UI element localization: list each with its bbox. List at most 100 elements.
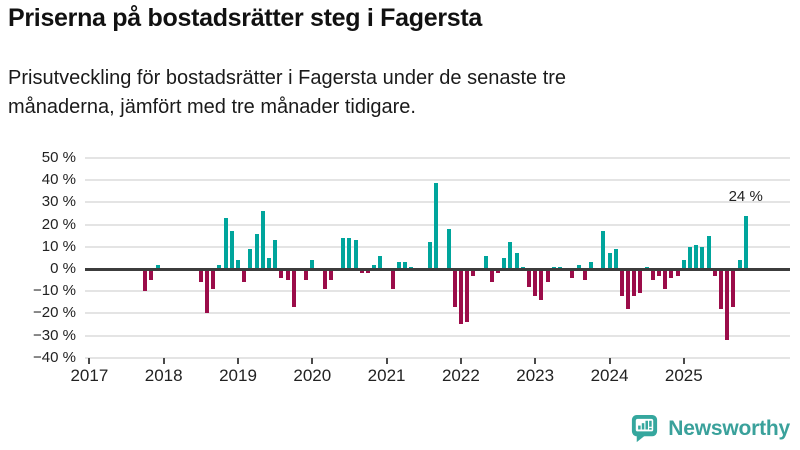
x-axis-tick	[459, 358, 462, 364]
bar-2023-09	[582, 269, 587, 281]
bar-2025-04	[700, 246, 705, 269]
y-axis-tick-label: −30 %	[33, 326, 76, 344]
bar-2024-04	[626, 269, 631, 309]
bar-2017-10	[143, 269, 148, 292]
bar-2018-12	[229, 231, 234, 269]
bar-2025-11	[743, 215, 748, 269]
bar-2020-10	[366, 269, 371, 274]
bar-2019-06	[266, 257, 271, 269]
x-axis-year-label: 2019	[219, 366, 257, 385]
gridline-50	[85, 157, 790, 160]
bar-chart: 50 % 40 % 30 % 20 % 10 % 0 % −10 % −20 % −30 % −4…	[33, 149, 790, 385]
bar-2025-01	[681, 260, 686, 269]
x-axis-tick	[385, 358, 388, 364]
gridline--20	[85, 312, 790, 315]
y-axis-tick-label: −40 %	[33, 348, 76, 366]
bar-2025-09	[731, 269, 736, 307]
bar-2025-05	[706, 235, 711, 269]
bar-2022-08	[502, 257, 507, 269]
bar-2020-06	[341, 237, 346, 269]
bar-2023-08	[576, 264, 581, 269]
bar-2019-09	[285, 269, 290, 281]
bar-2019-08	[279, 269, 284, 278]
bar-2024-12	[675, 269, 680, 276]
bar-2020-01	[310, 260, 315, 269]
y-axis-tick-label: 20 %	[41, 215, 76, 233]
x-axis-year-label: 2018	[144, 366, 183, 385]
zero-line	[85, 267, 790, 271]
x-axis-year-label: 2021	[367, 366, 406, 385]
bar-2021-03	[396, 262, 401, 269]
bar-2022-07	[496, 269, 501, 274]
bar-2025-06	[712, 269, 717, 276]
y-axis-tick-label: −10 %	[33, 282, 76, 300]
bar-2019-03	[248, 249, 253, 269]
bar-2022-02	[465, 269, 470, 323]
bar-2019-07	[273, 240, 278, 269]
x-axis-year-label: 2023	[516, 366, 555, 385]
brand-footer: Newsworthy	[629, 413, 790, 444]
bar-2024-10	[663, 269, 668, 289]
bar-2024-01	[607, 253, 612, 269]
bar-2020-07	[347, 237, 352, 269]
bar-2018-09	[211, 269, 216, 289]
bar-2025-08	[725, 269, 730, 340]
y-axis-tick-label: −20 %	[33, 304, 76, 322]
bar-2022-09	[508, 242, 513, 269]
bar-2023-12	[601, 231, 606, 269]
bar-2025-07	[718, 269, 723, 309]
x-axis-tick	[608, 358, 611, 364]
bar-2019-02	[242, 269, 247, 283]
chart-title: Priserna på bostadsrätter steg i Fagerst…	[8, 4, 482, 32]
bar-2020-04	[328, 269, 333, 281]
chart-subtitle: Prisutveckling för bostadsrätter i Fager…	[8, 67, 567, 118]
gridline--30	[85, 334, 790, 337]
bar-2022-01	[458, 269, 463, 325]
bar-2020-12	[378, 255, 383, 269]
bar-2021-12	[452, 269, 457, 307]
bar-2024-03	[619, 269, 624, 296]
bar-2019-12	[304, 269, 309, 281]
bar-2021-11	[446, 229, 451, 269]
x-axis-tick	[162, 358, 165, 364]
bar-2024-02	[613, 249, 618, 269]
bar-2017-12	[155, 264, 160, 269]
bar-2022-12	[527, 269, 531, 287]
y-axis-tick-label: 30 %	[41, 193, 76, 211]
bar-2022-03	[471, 269, 476, 276]
bar-2020-08	[353, 240, 358, 269]
bar-2020-09	[359, 269, 364, 274]
bar-2023-07	[570, 269, 575, 278]
bar-2019-05	[260, 211, 265, 269]
bar-2019-04	[254, 233, 259, 269]
bar-2023-01	[533, 269, 538, 296]
y-axis-tick-label: 10 %	[41, 237, 76, 255]
x-axis-year-label: 2022	[441, 366, 480, 385]
bar-2024-09	[657, 269, 662, 276]
bar-2025-02	[687, 246, 692, 269]
x-axis-tick	[534, 358, 537, 364]
bar-2018-08	[205, 269, 210, 314]
bar-2025-03	[694, 244, 699, 269]
newsworthy-logo-icon	[632, 414, 658, 443]
gridline--40	[85, 356, 790, 359]
x-axis-year-label: 2024	[590, 366, 629, 385]
bar-2022-06	[489, 269, 494, 283]
x-axis-year-label: 2025	[664, 366, 703, 385]
bar-2025-10	[737, 260, 742, 269]
bar-2024-08	[650, 269, 655, 281]
bar-2020-03	[322, 269, 327, 289]
bar-2023-03	[545, 269, 550, 283]
bar-2021-09	[434, 182, 439, 269]
bar-2021-08	[427, 242, 432, 269]
x-axis-tick	[237, 358, 239, 364]
bar-2024-05	[632, 269, 637, 296]
gridline-40	[85, 179, 790, 182]
bar-2021-02	[390, 269, 395, 289]
bar-2023-02	[539, 269, 544, 301]
y-axis-tick-label: 0 %	[50, 260, 76, 277]
bar-2019-01	[236, 260, 240, 269]
bar-2019-10	[291, 269, 296, 307]
y-axis-tick-label: 50 %	[41, 149, 76, 167]
bar-2018-11	[223, 218, 228, 269]
